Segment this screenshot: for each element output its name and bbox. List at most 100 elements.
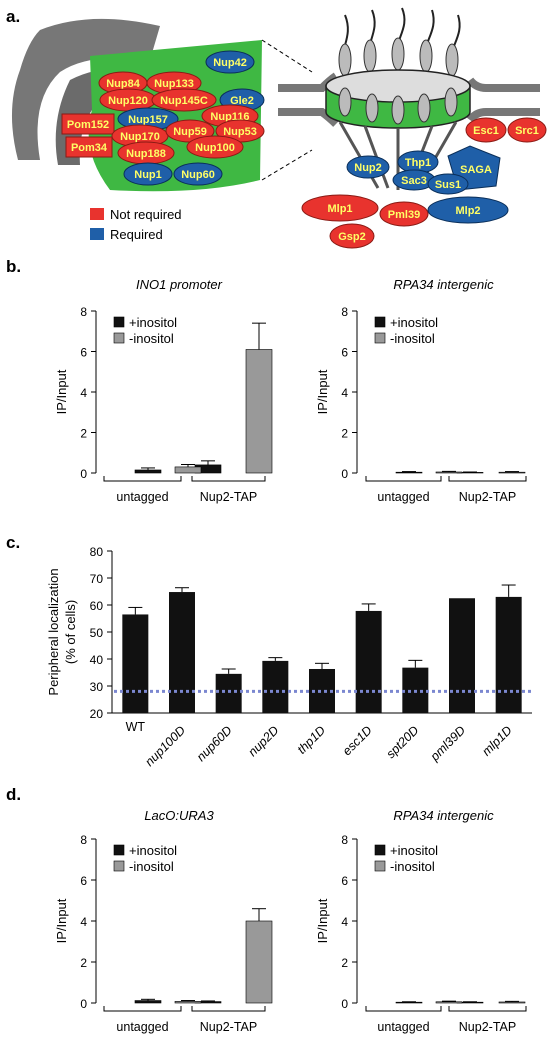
y-tick-label: 4: [341, 915, 348, 929]
x-tick-label: nup100D: [142, 723, 188, 769]
panel-letter-c: c.: [6, 533, 20, 552]
mlp2-label: Mlp2: [455, 205, 480, 217]
bar: [134, 469, 162, 474]
legend-label: -inositol: [390, 859, 435, 874]
group-label: Nup2-TAP: [200, 490, 257, 504]
saga-label: SAGA: [460, 164, 492, 176]
chart-title: RPA34 intergenic: [393, 277, 494, 292]
legend-label: -inositol: [129, 331, 174, 346]
group-label: Nup2-TAP: [459, 1020, 516, 1034]
nup100-label: Nup100: [195, 142, 235, 154]
y-tick-label: 6: [341, 874, 348, 888]
chart-c: 20 30 40 50 60 70 80 Peripheral localization (% …: [46, 545, 532, 769]
y-tick-label: 2: [80, 956, 87, 970]
gsp2-blob: [329, 223, 375, 249]
nup84-label: Nup84: [106, 78, 141, 90]
bar: [495, 596, 522, 713]
bar: [122, 614, 149, 713]
legend-swatch: [374, 332, 386, 344]
bar: [498, 1001, 526, 1004]
x-tick-label: nup60D: [194, 723, 235, 764]
nup145c-blob: [151, 88, 217, 112]
y-axis-label: (% of cells): [63, 600, 78, 664]
bar: [245, 349, 273, 474]
legend-label: +inositol: [129, 843, 177, 858]
nup60-label: Nup60: [181, 169, 215, 181]
nup157-label: Nup157: [128, 114, 168, 126]
y-tick-label: 8: [80, 833, 87, 847]
sus1-blob: [427, 173, 469, 195]
group-label: untagged: [116, 490, 168, 504]
legend-not-required-swatch: [90, 208, 104, 220]
group-label: Nup2-TAP: [459, 490, 516, 504]
x-tick-label: nup2D: [246, 723, 282, 759]
pml39-label: Pml39: [388, 209, 420, 221]
bar: [174, 1001, 202, 1004]
outer-membrane-right: [466, 77, 540, 92]
gsp2-label: Gsp2: [338, 231, 366, 243]
group-bracket: [365, 1006, 442, 1012]
group-label: untagged: [377, 490, 429, 504]
src1-blob: [507, 117, 547, 143]
legend-swatch: [374, 860, 386, 872]
bar: [355, 610, 382, 713]
nup120-label: Nup120: [108, 95, 148, 107]
y-tick-label: 4: [341, 386, 348, 400]
group-label: untagged: [377, 1020, 429, 1034]
y-tick-label: 6: [80, 874, 87, 888]
bar: [435, 471, 463, 474]
y-tick-label: 30: [90, 680, 104, 694]
legend-required-swatch: [90, 228, 104, 240]
chart-title: RPA34 intergenic: [393, 808, 494, 823]
legend-required-label: Required: [110, 227, 163, 242]
group-bracket: [191, 1006, 266, 1012]
group-bracket: [191, 476, 266, 482]
x-tick-label: mlp1D: [479, 723, 514, 758]
y-axis-label: IP/Input: [54, 369, 69, 414]
y-tick-label: 50: [90, 626, 104, 640]
sus1-label: Sus1: [435, 179, 461, 191]
bar: [395, 1001, 423, 1004]
panel-letter-a: a.: [6, 7, 20, 26]
nup100-blob: [186, 135, 244, 159]
mlp2-blob: [427, 196, 509, 224]
nup42-blob: [205, 50, 255, 74]
sac3-label: Sac3: [401, 175, 427, 187]
x-tick-label: WT: [126, 720, 146, 734]
legend-label: +inositol: [129, 315, 177, 330]
nup188-label: Nup188: [126, 148, 166, 160]
group-bracket: [103, 1006, 182, 1012]
legend-swatch: [113, 844, 125, 856]
legend-swatch: [113, 316, 125, 328]
y-axis-label: IP/Input: [315, 369, 330, 414]
y-tick-label: 8: [341, 833, 348, 847]
legend-swatch: [113, 332, 125, 344]
y-tick-label: 4: [80, 386, 87, 400]
bar: [262, 660, 289, 713]
legend-label: +inositol: [390, 843, 438, 858]
legend-swatch: [374, 844, 386, 856]
x-tick-label: esc1D: [340, 723, 375, 758]
npc-zoom-diagram: Nup42 Nup84 Nup133 Nup120 Nup145C Gle2 P…: [11, 7, 547, 249]
chart-title: INO1 promoter: [136, 277, 223, 292]
bar: [134, 1000, 162, 1004]
y-tick-label: 2: [341, 956, 348, 970]
thp1-label: Thp1: [405, 157, 431, 169]
nup60-blob: [173, 162, 223, 186]
nup2-label: Nup2: [354, 162, 382, 174]
esc1-label: Esc1: [473, 125, 499, 137]
y-tick-label: 80: [90, 545, 104, 559]
group-bracket: [448, 1006, 527, 1012]
bar: [245, 920, 273, 1004]
y-tick-label: 6: [341, 346, 348, 360]
bar: [449, 598, 475, 713]
pom34-label: Pom34: [71, 142, 108, 154]
x-tick-label: thp1D: [295, 723, 328, 756]
esc1-blob: [465, 117, 507, 143]
legend-swatch: [113, 860, 125, 872]
y-tick-label: 0: [341, 997, 348, 1011]
legend-not-required-label: Not required: [110, 207, 182, 222]
inner-membrane-right: [466, 108, 540, 123]
y-tick-label: 0: [80, 997, 87, 1011]
legend-label: -inositol: [129, 859, 174, 874]
